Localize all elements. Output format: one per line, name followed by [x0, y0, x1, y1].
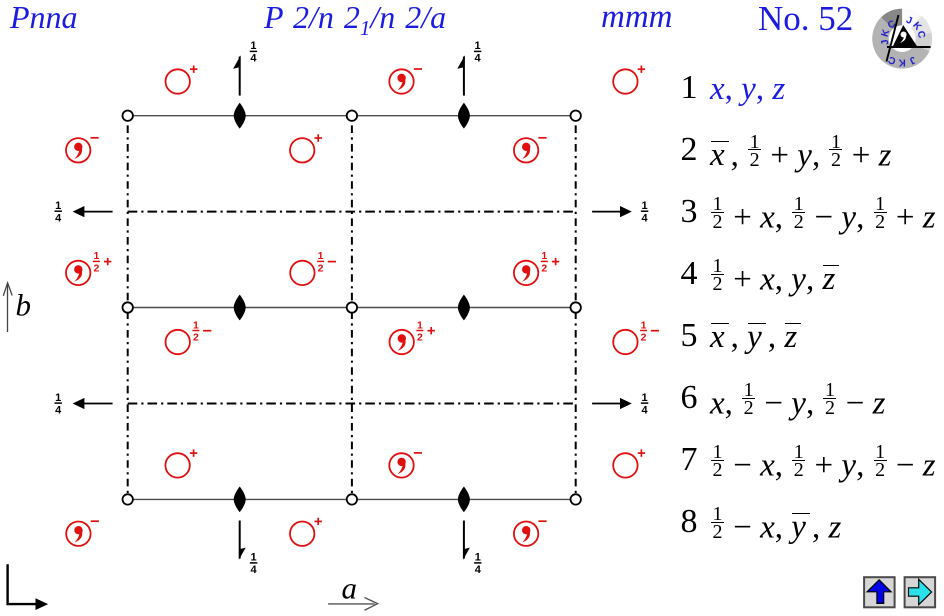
- svg-text:4: 4: [642, 404, 649, 416]
- svg-text:b: b: [16, 288, 32, 323]
- svg-text:J: J: [908, 54, 918, 66]
- svg-text:a: a: [342, 571, 358, 606]
- svg-text:1: 1: [55, 200, 61, 212]
- svg-text:1: 1: [55, 392, 61, 404]
- svg-text:2: 2: [641, 332, 647, 344]
- svg-text:4: 4: [250, 53, 257, 65]
- svg-text:2: 2: [193, 332, 199, 344]
- svg-text:1: 1: [642, 200, 648, 212]
- svg-text:1: 1: [475, 40, 481, 52]
- svg-text:2: 2: [417, 332, 423, 344]
- svg-text:J: J: [880, 38, 892, 46]
- svg-text:2: 2: [318, 263, 324, 275]
- svg-text:4: 4: [251, 564, 258, 576]
- svg-text:1: 1: [250, 40, 256, 52]
- svg-text:1: 1: [642, 392, 648, 404]
- svg-text:1: 1: [641, 319, 647, 331]
- svg-text:1: 1: [318, 250, 324, 262]
- svg-text:1: 1: [475, 552, 481, 564]
- svg-text:K: K: [880, 27, 893, 38]
- svg-text:4: 4: [475, 53, 482, 65]
- svg-text:4: 4: [475, 564, 482, 576]
- svg-text:C: C: [915, 30, 927, 39]
- svg-text:2: 2: [93, 263, 99, 275]
- svg-text:1: 1: [251, 552, 257, 564]
- svg-text:1: 1: [93, 250, 99, 262]
- svg-text:4: 4: [55, 212, 62, 224]
- svg-text:1: 1: [193, 319, 199, 331]
- svg-text:4: 4: [642, 212, 649, 224]
- svg-text:K: K: [898, 57, 906, 68]
- svg-text:C: C: [887, 53, 898, 66]
- svg-text:1: 1: [417, 319, 423, 331]
- svg-text:4: 4: [55, 404, 62, 416]
- svg-text:J: J: [904, 15, 913, 27]
- svg-text:1: 1: [541, 250, 547, 262]
- svg-text:2: 2: [541, 263, 547, 275]
